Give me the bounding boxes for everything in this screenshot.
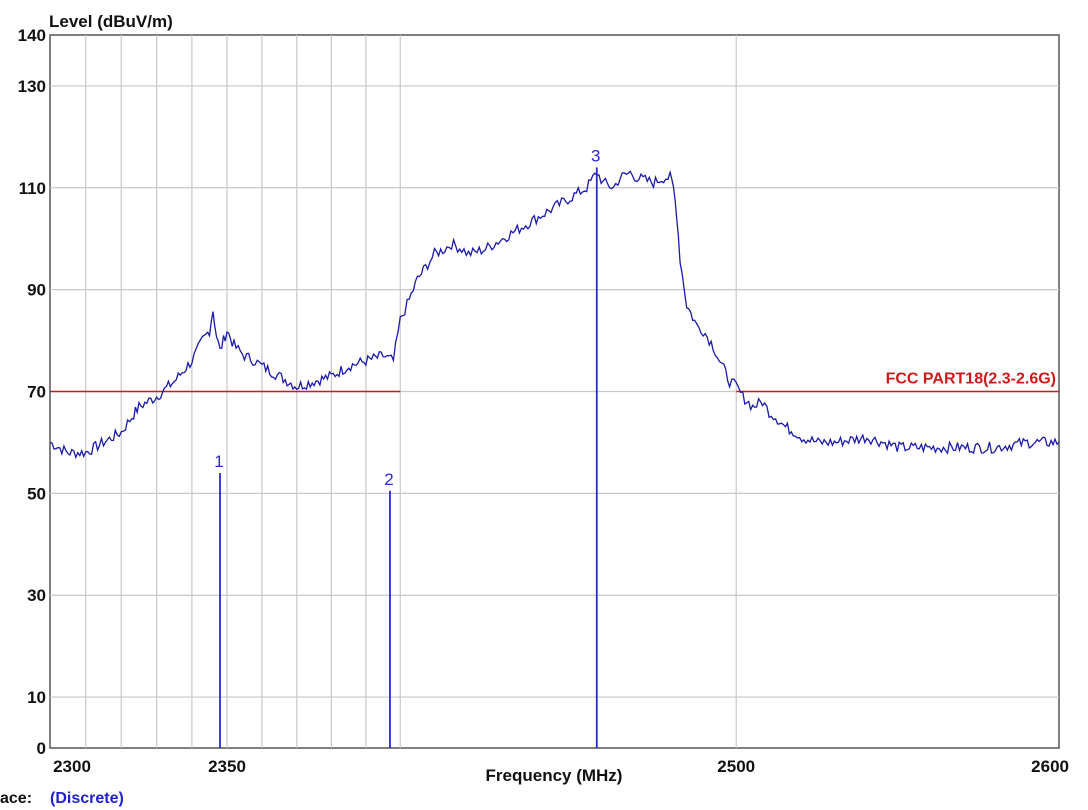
marker-label: 3 <box>591 146 600 165</box>
trace-type-label: ace: <box>0 790 33 807</box>
x-tick-label: 2300 <box>53 757 91 776</box>
y-tick-label: 130 <box>18 77 46 96</box>
x-tick-label: 2600 <box>1031 757 1069 776</box>
y-axis-title: Level (dBuV/m) <box>49 12 173 31</box>
trace-type-value: (Discrete) <box>50 790 124 807</box>
marker-label: 1 <box>214 452 223 471</box>
x-tick-label: 2350 <box>208 757 246 776</box>
y-tick-label: 10 <box>27 688 46 707</box>
y-tick-labels: 0 10 30 50 70 90 110 130 140 <box>18 26 46 758</box>
y-tick-label: 110 <box>19 179 46 198</box>
series-line <box>49 169 1060 460</box>
limit-line-label: FCC PART18(2.3-2.6G) <box>886 371 1056 388</box>
y-tick-label: 90 <box>27 281 46 300</box>
y-tick-label: 0 <box>37 739 46 758</box>
x-tick-labels: 2300 2350 2500 2600 <box>53 757 1069 776</box>
limit-line: FCC PART18(2.3-2.6G) <box>50 371 1059 393</box>
y-tick-label: 30 <box>27 586 46 605</box>
marker-label: 2 <box>384 470 393 489</box>
markers: 1 2 3 <box>214 146 601 748</box>
spectrum-chart: FCC PART18(2.3-2.6G) 1 2 3 0 10 30 50 70 90 110 1… <box>18 12 1069 785</box>
y-tick-label: 50 <box>27 484 46 503</box>
x-axis-title: Frequency (MHz) <box>486 766 623 785</box>
x-tick-label: 2500 <box>717 757 755 776</box>
y-tick-label: 70 <box>27 383 46 402</box>
y-tick-label: 140 <box>18 26 46 45</box>
